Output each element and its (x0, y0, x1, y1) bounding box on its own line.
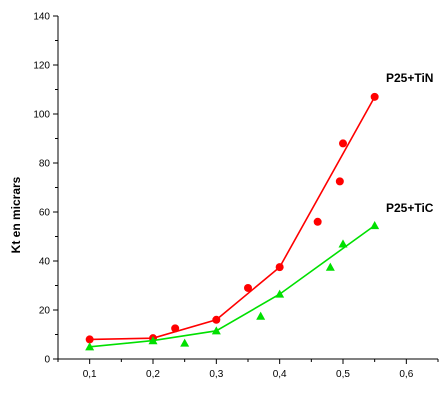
y-tick-label: 20 (39, 306, 51, 317)
data-point-tin (171, 324, 180, 333)
x-tick-label: 0,5 (336, 369, 350, 380)
data-point-tic (325, 262, 335, 271)
y-tick-label: 0 (44, 355, 50, 366)
data-point-tin (212, 315, 221, 324)
series-tin (85, 92, 379, 344)
x-tick-label: 0,2 (146, 369, 160, 380)
series-label-tic: P25+TiC (386, 201, 434, 215)
data-point-tin (85, 335, 94, 344)
x-tick-label: 0,6 (399, 369, 413, 380)
fit-line-tic (89, 224, 376, 348)
data-point-tic (338, 239, 348, 248)
data-point-tic (148, 336, 158, 345)
data-point-tin (335, 177, 344, 186)
y-tick-label: 100 (33, 110, 50, 121)
axes: 0 20 40 60 80 100 120 140 0,1 0,2 0,3 0,4 0,5 0,6 (33, 12, 439, 380)
data-point-tin (313, 217, 322, 226)
y-tick-label: 140 (33, 12, 50, 23)
y-tick-label: 60 (39, 208, 51, 219)
plot-area (85, 92, 380, 351)
data-point-tic (275, 289, 285, 298)
data-point-tic (211, 326, 221, 335)
data-point-tic (180, 338, 190, 347)
y-tick-label: 120 (33, 61, 50, 72)
x-tick-label: 0,3 (209, 369, 223, 380)
data-point-tin (370, 92, 379, 101)
data-point-tin (244, 283, 252, 292)
data-point-tin (339, 139, 347, 148)
y-tick-label: 40 (39, 257, 51, 268)
series-tic (85, 220, 380, 351)
data-point-tin (275, 263, 284, 272)
x-tick-label: 0,4 (273, 369, 287, 380)
y-axis-title: Kt en micrars (9, 176, 23, 253)
fit-line-tin (89, 96, 376, 341)
data-point-tic (256, 311, 266, 320)
data-point-tic (370, 220, 380, 230)
x-tick-label: 0,1 (83, 369, 97, 380)
series-label-tin: P25+TiN (386, 71, 433, 85)
y-tick-label: 80 (39, 159, 51, 170)
data-point-tic (85, 342, 95, 351)
